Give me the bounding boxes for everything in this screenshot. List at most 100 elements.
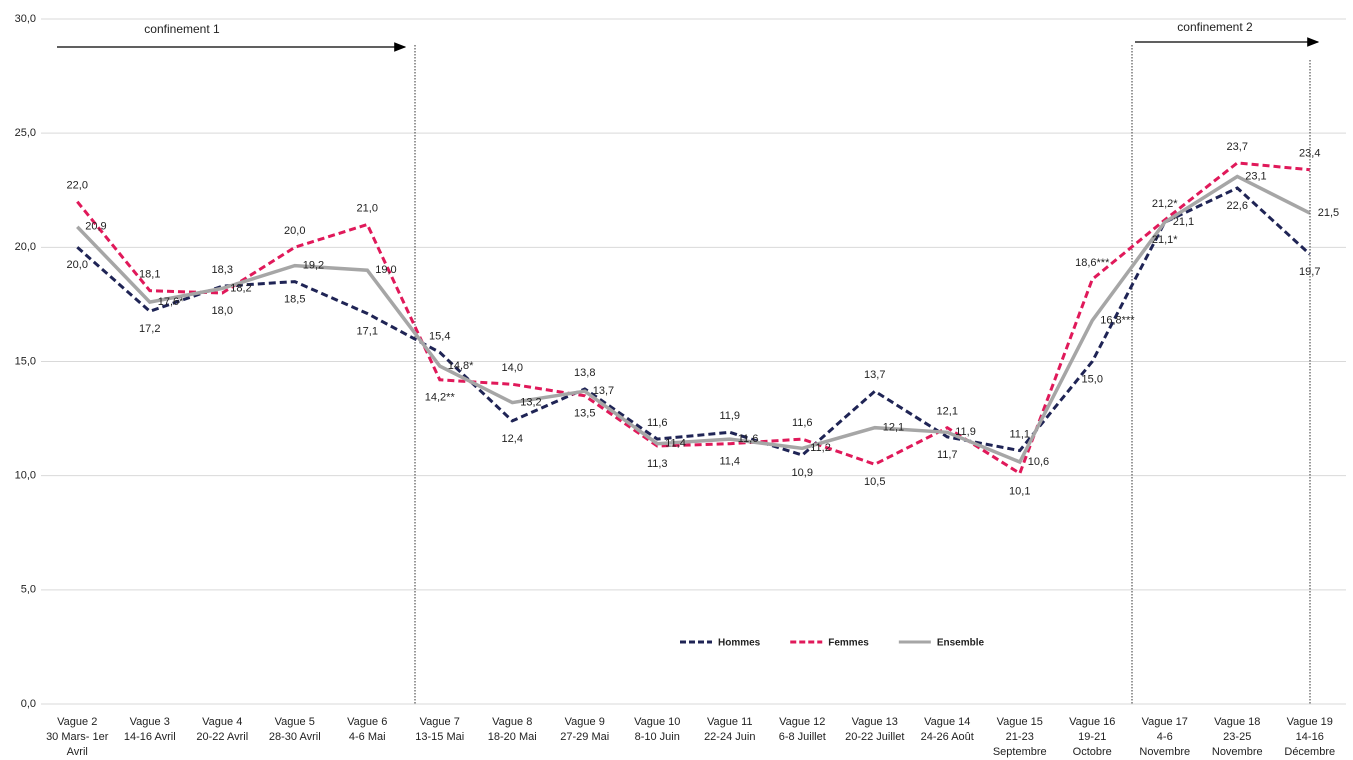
x-tick-label: Vague 7 [420,716,460,728]
x-tick-label: 28-30 Avril [269,731,321,743]
value-label: 19,7 [1299,266,1320,278]
value-label: 18,2 [230,282,251,294]
value-label: 11,6 [647,417,668,429]
x-tick-label: 22-24 Juin [704,731,755,743]
value-label: 20,0 [284,225,305,237]
legend-label: Hommes [718,638,761,649]
value-label: 15,0 [1082,373,1103,385]
value-label: 10,9 [792,467,813,479]
x-tick-label: 20-22 Avril [196,731,248,743]
x-tick-label: 20-22 Juillet [845,731,904,743]
value-label: 18,5 [284,293,305,305]
legend-label: Femmes [828,638,869,649]
value-label: 10,5 [864,476,885,488]
value-label: 23,4 [1299,148,1320,160]
x-tick-label: Vague 19 [1287,716,1333,728]
x-tick-label: 8-10 Juin [635,731,680,743]
value-label: 18,1 [139,269,160,281]
value-label: 16,8*** [1100,314,1135,326]
x-tick-label: Vague 16 [1069,716,1115,728]
y-tick-label: 10,0 [15,470,36,482]
value-label: 21,1 [1173,216,1194,228]
value-label: 10,6 [1028,456,1049,468]
x-tick-label: 18-20 Mai [488,731,537,743]
x-tick-label: Vague 9 [565,716,605,728]
x-tick-label: Vague 17 [1142,716,1188,728]
x-tick-label: Novembre [1212,746,1263,758]
x-tick-label: 30 Mars- 1er [46,731,109,743]
value-label: 21,0 [357,202,378,214]
value-label: 13,7 [864,369,885,381]
value-label: 13,5 [574,408,595,420]
value-label: 17,6* [158,296,184,308]
value-label: 11,6 [738,433,759,445]
value-label: 11,9 [719,410,740,422]
value-label: 18,0 [212,305,233,317]
value-label: 13,8 [574,367,595,379]
x-tick-label: Vague 5 [275,716,315,728]
x-tick-label: 27-29 Mai [560,731,609,743]
y-tick-label: 30,0 [15,13,36,25]
value-label: 22,0 [67,180,88,192]
x-tick-label: 14-16 Avril [124,731,176,743]
x-tick-label: Vague 11 [707,716,752,728]
value-label: 23,1 [1245,170,1266,182]
x-tick-label: Septembre [993,746,1047,758]
value-label: 11,2 [810,442,831,454]
y-tick-label: 25,0 [15,127,36,139]
value-label: 17,1 [357,325,378,337]
value-label: 18,3 [212,264,233,276]
x-tick-label: Vague 3 [130,716,170,728]
x-tick-label: Vague 15 [997,716,1043,728]
value-label: 11,4 [719,456,740,468]
x-tick-label: 21-23 [1006,731,1034,743]
x-tick-label: Octobre [1073,746,1112,758]
value-label: 15,4 [429,330,450,342]
series-line [76,186,1311,457]
y-tick-label: 15,0 [15,355,36,367]
value-label: 19,2 [303,260,324,272]
value-label: 22,6 [1227,200,1248,212]
x-tick-label: 13-15 Mai [415,731,464,743]
x-tick-label: 23-25 [1223,731,1251,743]
value-label: 23,7 [1227,141,1248,153]
value-label: 12,4 [502,433,523,445]
annotation: confinement 1 [144,22,220,36]
value-label: 21,1* [1152,234,1178,246]
value-label: 11,3 [647,458,668,470]
value-label: 13,7 [593,385,614,397]
value-label: 11,6 [792,417,813,429]
x-tick-label: Vague 12 [779,716,825,728]
x-tick-label: Vague 4 [202,716,242,728]
value-label: 12,1 [883,422,904,434]
value-label: 14,0 [502,362,523,374]
series-line [76,161,1310,476]
value-label: 14,8* [448,360,474,372]
x-tick-label: 14-16 [1296,731,1324,743]
x-tick-label: 4-6 [1157,731,1173,743]
x-tick-label: Décembre [1284,746,1335,758]
annotation: confinement 2 [1177,20,1253,34]
value-label: 11,9 [955,426,976,438]
y-tick-label: 5,0 [21,584,36,596]
value-label: 10,1 [1009,485,1030,497]
x-tick-label: 6-8 Juillet [779,731,826,743]
x-tick-label: Vague 18 [1214,716,1260,728]
legend-label: Ensemble [937,638,985,649]
value-label: 20,9 [85,221,106,233]
x-tick-label: 24-26 Août [921,731,974,743]
x-tick-label: Vague 2 [57,716,97,728]
x-tick-label: 4-6 Mai [349,731,386,743]
value-label: 13,2 [520,397,541,409]
value-label: 14,2** [425,392,456,404]
y-tick-label: 0,0 [21,698,36,710]
value-label: 19,0 [375,264,396,276]
value-label: 20,0 [67,259,88,271]
value-label: 21,2* [1152,198,1178,210]
value-label: 17,2 [139,323,160,335]
x-tick-label: 19-21 [1078,731,1106,743]
x-tick-label: Vague 8 [492,716,532,728]
x-tick-label: Vague 6 [347,716,387,728]
x-tick-label: Vague 13 [852,716,898,728]
